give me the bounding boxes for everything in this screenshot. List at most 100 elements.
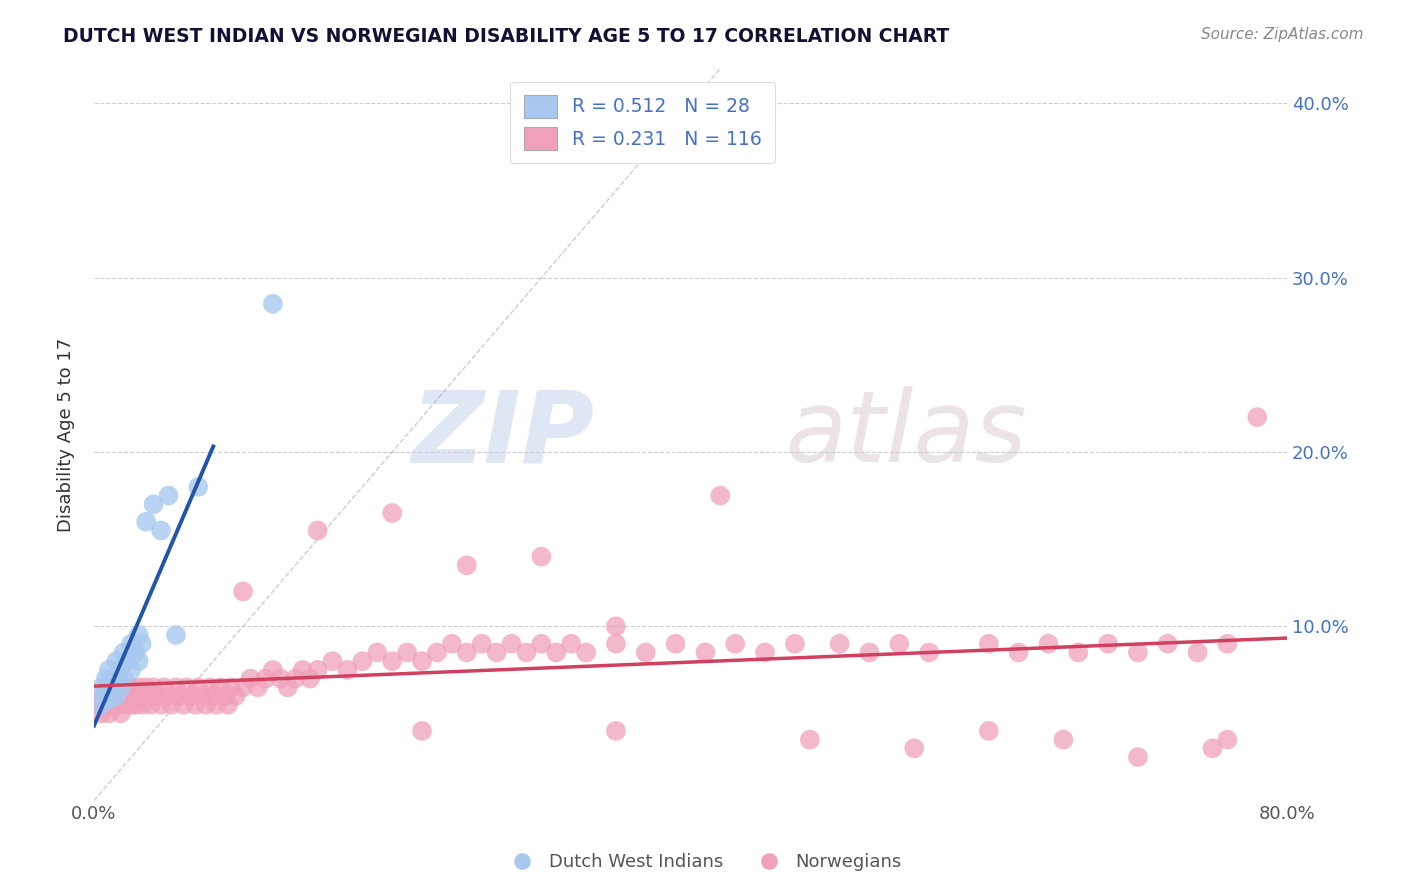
Point (120, 698, 142, 712)
Point (501, 637, 523, 651)
Point (125, 645, 148, 659)
Point (136, 689, 159, 703)
Point (108, 663, 131, 677)
Point (194, 698, 217, 712)
Point (889, 637, 911, 651)
Text: DUTCH WEST INDIAN VS NORWEGIAN DISABILITY AGE 5 TO 17 CORRELATION CHART: DUTCH WEST INDIAN VS NORWEGIAN DISABILIT… (63, 27, 949, 45)
Point (135, 681, 157, 695)
Point (91, 689, 114, 703)
Point (352, 654, 374, 668)
Point (225, 689, 247, 703)
Text: atlas: atlas (786, 386, 1028, 483)
Point (1067, 645, 1090, 659)
Point (142, 681, 165, 695)
Point (128, 654, 150, 668)
Point (1126, 645, 1149, 659)
Point (456, 645, 478, 659)
Point (110, 706, 132, 721)
Point (101, 689, 124, 703)
Point (157, 689, 180, 703)
Point (903, 741, 925, 756)
Point (322, 654, 344, 668)
Point (336, 663, 359, 677)
Point (232, 584, 254, 599)
Point (754, 645, 776, 659)
Point (262, 663, 284, 677)
Point (828, 637, 851, 651)
Point (187, 681, 209, 695)
Point (560, 637, 582, 651)
Point (202, 689, 225, 703)
Point (269, 672, 291, 686)
Point (605, 619, 627, 633)
Point (456, 558, 478, 573)
Point (150, 698, 173, 712)
Point (112, 689, 135, 703)
Point (145, 689, 167, 703)
Point (575, 645, 598, 659)
Point (411, 654, 433, 668)
Point (381, 506, 404, 520)
Point (187, 480, 209, 494)
Point (1216, 732, 1239, 747)
Point (120, 637, 142, 651)
Point (262, 297, 284, 311)
Point (90, 698, 112, 712)
Text: ZIP: ZIP (412, 386, 595, 483)
Point (665, 637, 688, 651)
Point (96, 681, 118, 695)
Legend: R = 0.512   N = 28, R = 0.231   N = 116: R = 0.512 N = 28, R = 0.231 N = 116 (510, 81, 775, 163)
Point (1097, 637, 1119, 651)
Point (1246, 410, 1268, 425)
Point (366, 645, 388, 659)
Point (396, 645, 419, 659)
Point (176, 681, 198, 695)
Point (299, 672, 322, 686)
Point (165, 628, 187, 642)
Point (205, 698, 228, 712)
Point (105, 689, 128, 703)
Point (103, 698, 125, 712)
Point (977, 723, 1000, 738)
Point (120, 663, 142, 677)
Point (307, 663, 329, 677)
Point (101, 681, 124, 695)
Point (1216, 637, 1239, 651)
Point (167, 689, 190, 703)
Point (122, 689, 145, 703)
Point (180, 689, 202, 703)
Point (1052, 732, 1074, 747)
Point (1201, 741, 1223, 756)
Point (128, 681, 150, 695)
Point (132, 698, 155, 712)
Point (381, 654, 404, 668)
Point (93, 689, 115, 703)
Point (115, 654, 138, 668)
Point (1126, 750, 1149, 764)
Point (977, 637, 1000, 651)
Point (142, 497, 165, 511)
Point (246, 681, 269, 695)
Point (200, 681, 222, 695)
Point (157, 489, 180, 503)
Point (160, 698, 183, 712)
Point (105, 654, 128, 668)
Point (112, 698, 135, 712)
Point (94, 672, 117, 686)
Point (411, 723, 433, 738)
Point (858, 645, 880, 659)
Point (150, 524, 173, 538)
Point (90, 706, 112, 721)
Point (307, 524, 329, 538)
Point (1157, 637, 1180, 651)
Point (214, 689, 236, 703)
Point (97, 692, 120, 706)
Point (112, 645, 135, 659)
Point (165, 681, 187, 695)
Point (709, 489, 731, 503)
Point (107, 698, 129, 712)
Point (605, 637, 627, 651)
Point (634, 645, 657, 659)
Point (232, 681, 254, 695)
Point (217, 698, 239, 712)
